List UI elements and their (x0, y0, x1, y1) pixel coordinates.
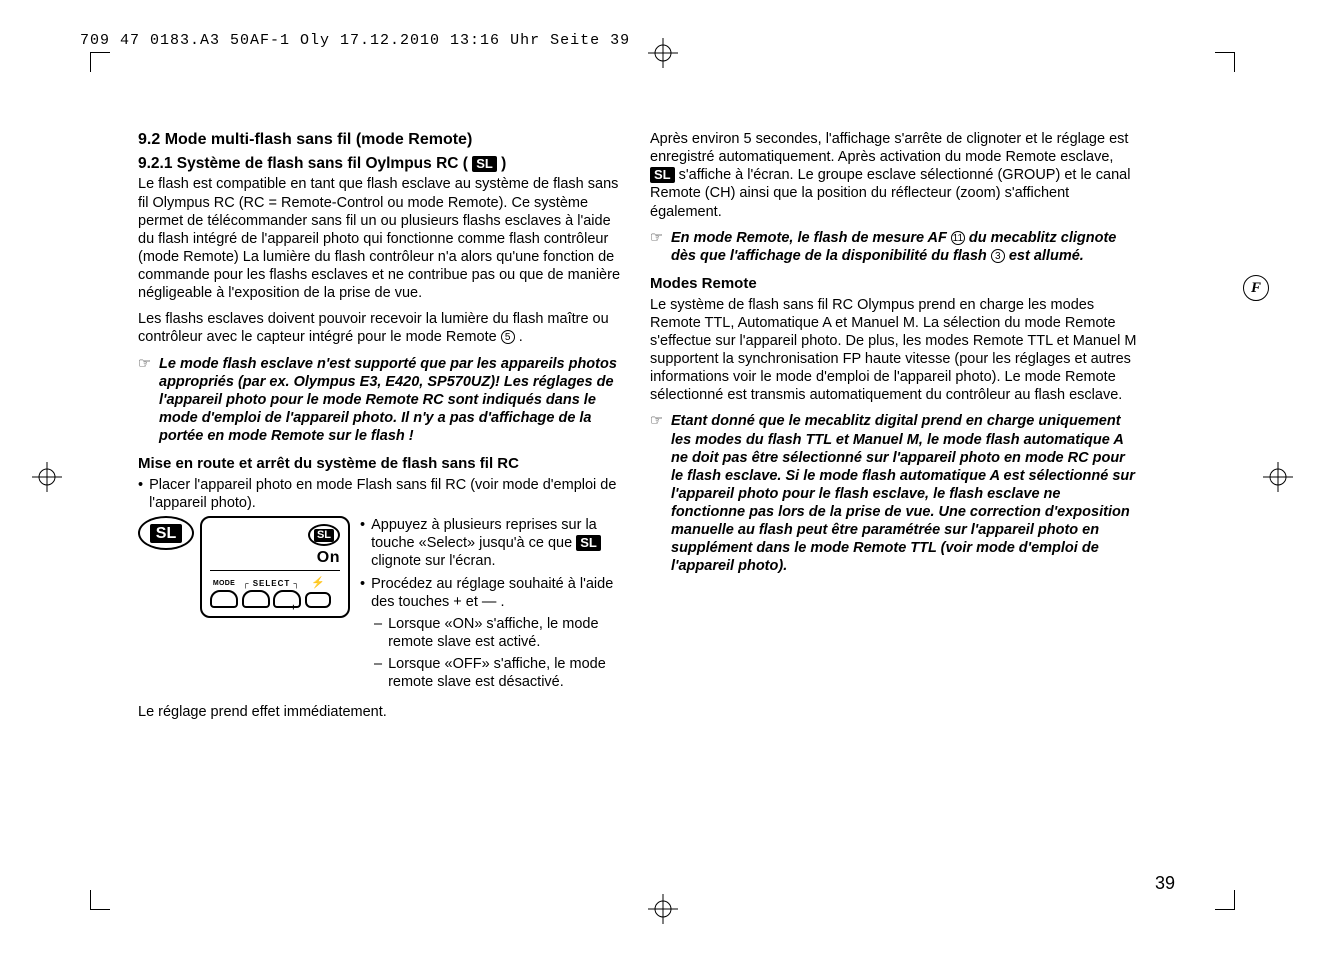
pointing-hand-icon: ☞ (650, 412, 663, 575)
body-text: Après environ 5 secondes, l'affichage s'… (650, 130, 1138, 221)
language-indicator: F (1243, 275, 1269, 301)
note-text: En mode Remote, le flash de mesure AF 11… (671, 229, 1138, 265)
subheading: Modes Remote (650, 275, 1138, 294)
pointing-hand-icon: ☞ (138, 355, 151, 446)
body-text: Les flashs esclaves doivent pouvoir rece… (138, 311, 609, 345)
page-number: 39 (1155, 873, 1175, 894)
bullet-text: Appuyez à plusieurs reprises sur la touc… (371, 516, 626, 570)
bullet-item: • Placer l'appareil photo en mode Flash … (138, 476, 626, 512)
sl-icon: SL (472, 156, 497, 172)
bullet-text: Placer l'appareil photo en mode Flash sa… (149, 476, 626, 512)
lcd-buttons: MODE ┌ SELECT ┐ ⚡ (210, 577, 340, 608)
body-text: . (515, 329, 523, 345)
pointing-hand-icon: ☞ (650, 229, 663, 265)
crop-corner (90, 890, 110, 910)
ref-circle-5: 5 (501, 330, 515, 344)
heading-text: 9.2.1 Système de flash sans fil Oylmpus … (138, 155, 472, 172)
sl-oval-large: SL (138, 516, 194, 550)
body-text: Après environ 5 secondes, l'affichage s'… (650, 131, 1128, 165)
print-header: 709 47 0183.A3 50AF-1 Oly 17.12.2010 13:… (80, 32, 630, 49)
bolt-icon: ⚡ (311, 577, 325, 591)
heading-9-2-1: 9.2.1 Système de flash sans fil Oylmpus … (138, 154, 626, 173)
device-figure: SL SL On MODE ┌ SELECT ┐ (138, 516, 350, 695)
select-plus-button (273, 590, 301, 608)
sl-icon: SL (150, 524, 182, 543)
registration-mark-top (648, 38, 678, 68)
bullet-item: • Appuyez à plusieurs reprises sur la to… (360, 516, 626, 570)
body-text: Le réglage prend effet immédiatement. (138, 703, 626, 721)
ref-circle-11: 11 (951, 231, 965, 245)
ref-circle-3: 3 (991, 249, 1005, 263)
sub-bullet-item: – Lorsque «ON» s'affiche, le mode remote… (374, 615, 626, 651)
figure-side-text: • Appuyez à plusieurs reprises sur la to… (360, 516, 626, 695)
heading-text: ) (497, 155, 506, 172)
subheading: Mise en route et arrêt du système de fla… (138, 455, 626, 474)
bullet-text: Appuyez à plusieurs reprises sur la touc… (371, 517, 597, 551)
sub-bullet-item: – Lorsque «OFF» s'affiche, le mode remot… (374, 655, 626, 691)
bullet-icon: • (360, 516, 365, 570)
note-block: ☞ Le mode flash esclave n'est supporté q… (138, 355, 626, 446)
left-column: 9.2 Mode multi-flash sans fil (mode Remo… (138, 130, 626, 729)
sl-icon: SL (650, 167, 675, 183)
body-text: Le système de flash sans fil RC Olympus … (650, 296, 1138, 405)
registration-mark-right (1263, 462, 1293, 492)
note-text: est allumé. (1005, 248, 1084, 264)
sl-icon: SL (576, 535, 601, 551)
lcd-top-row: SL (210, 524, 340, 546)
right-column: Après environ 5 secondes, l'affichage s'… (650, 130, 1138, 729)
bullet-text: Procédez au réglage souhaité à l'aide de… (371, 575, 626, 611)
bullet-item: • Procédez au réglage souhaité à l'aide … (360, 575, 626, 611)
mode-button (210, 590, 238, 608)
registration-mark-bottom (648, 894, 678, 924)
sl-oval-small: SL (308, 524, 340, 546)
crop-corner (1215, 890, 1235, 910)
sl-icon: SL (314, 529, 334, 542)
crop-corner (90, 52, 110, 72)
bullet-icon: • (360, 575, 365, 611)
crop-corner (1215, 52, 1235, 72)
figure-row: SL SL On MODE ┌ SELECT ┐ (138, 516, 626, 695)
registration-mark-left (32, 462, 62, 492)
note-text: En mode Remote, le flash de mesure AF (671, 230, 951, 246)
bullet-text: clignote sur l'écran. (371, 553, 495, 569)
lcd-on-text: On (210, 548, 340, 571)
body-text: Le flash est compatible en tant que flas… (138, 175, 626, 302)
bullet-text: Lorsque «ON» s'affiche, le mode remote s… (388, 615, 626, 651)
bullet-text: Lorsque «OFF» s'affiche, le mode remote … (388, 655, 626, 691)
note-text: Le mode flash esclave n'est supporté que… (159, 355, 626, 446)
body-text: s'affiche à l'écran. Le groupe esclave s… (650, 167, 1130, 219)
dash-icon: – (374, 655, 382, 691)
body-text: Les flashs esclaves doivent pouvoir rece… (138, 310, 626, 346)
note-text: Etant donné que le mecablitz digital pre… (671, 412, 1138, 575)
select-text: SELECT (253, 579, 291, 588)
note-block: ☞ Etant donné que le mecablitz digital p… (650, 412, 1138, 575)
select-minus-button (242, 590, 270, 608)
mode-label: MODE (213, 580, 235, 589)
lcd-panel: SL On MODE ┌ SELECT ┐ (200, 516, 350, 618)
flash-button (305, 592, 331, 608)
heading-9-2: 9.2 Mode multi-flash sans fil (mode Remo… (138, 130, 626, 150)
note-block: ☞ En mode Remote, le flash de mesure AF … (650, 229, 1138, 265)
page-content: 9.2 Mode multi-flash sans fil (mode Remo… (138, 130, 1138, 729)
select-label: ┌ SELECT ┐ (243, 579, 300, 589)
dash-icon: – (374, 615, 382, 651)
bullet-icon: • (138, 476, 143, 512)
